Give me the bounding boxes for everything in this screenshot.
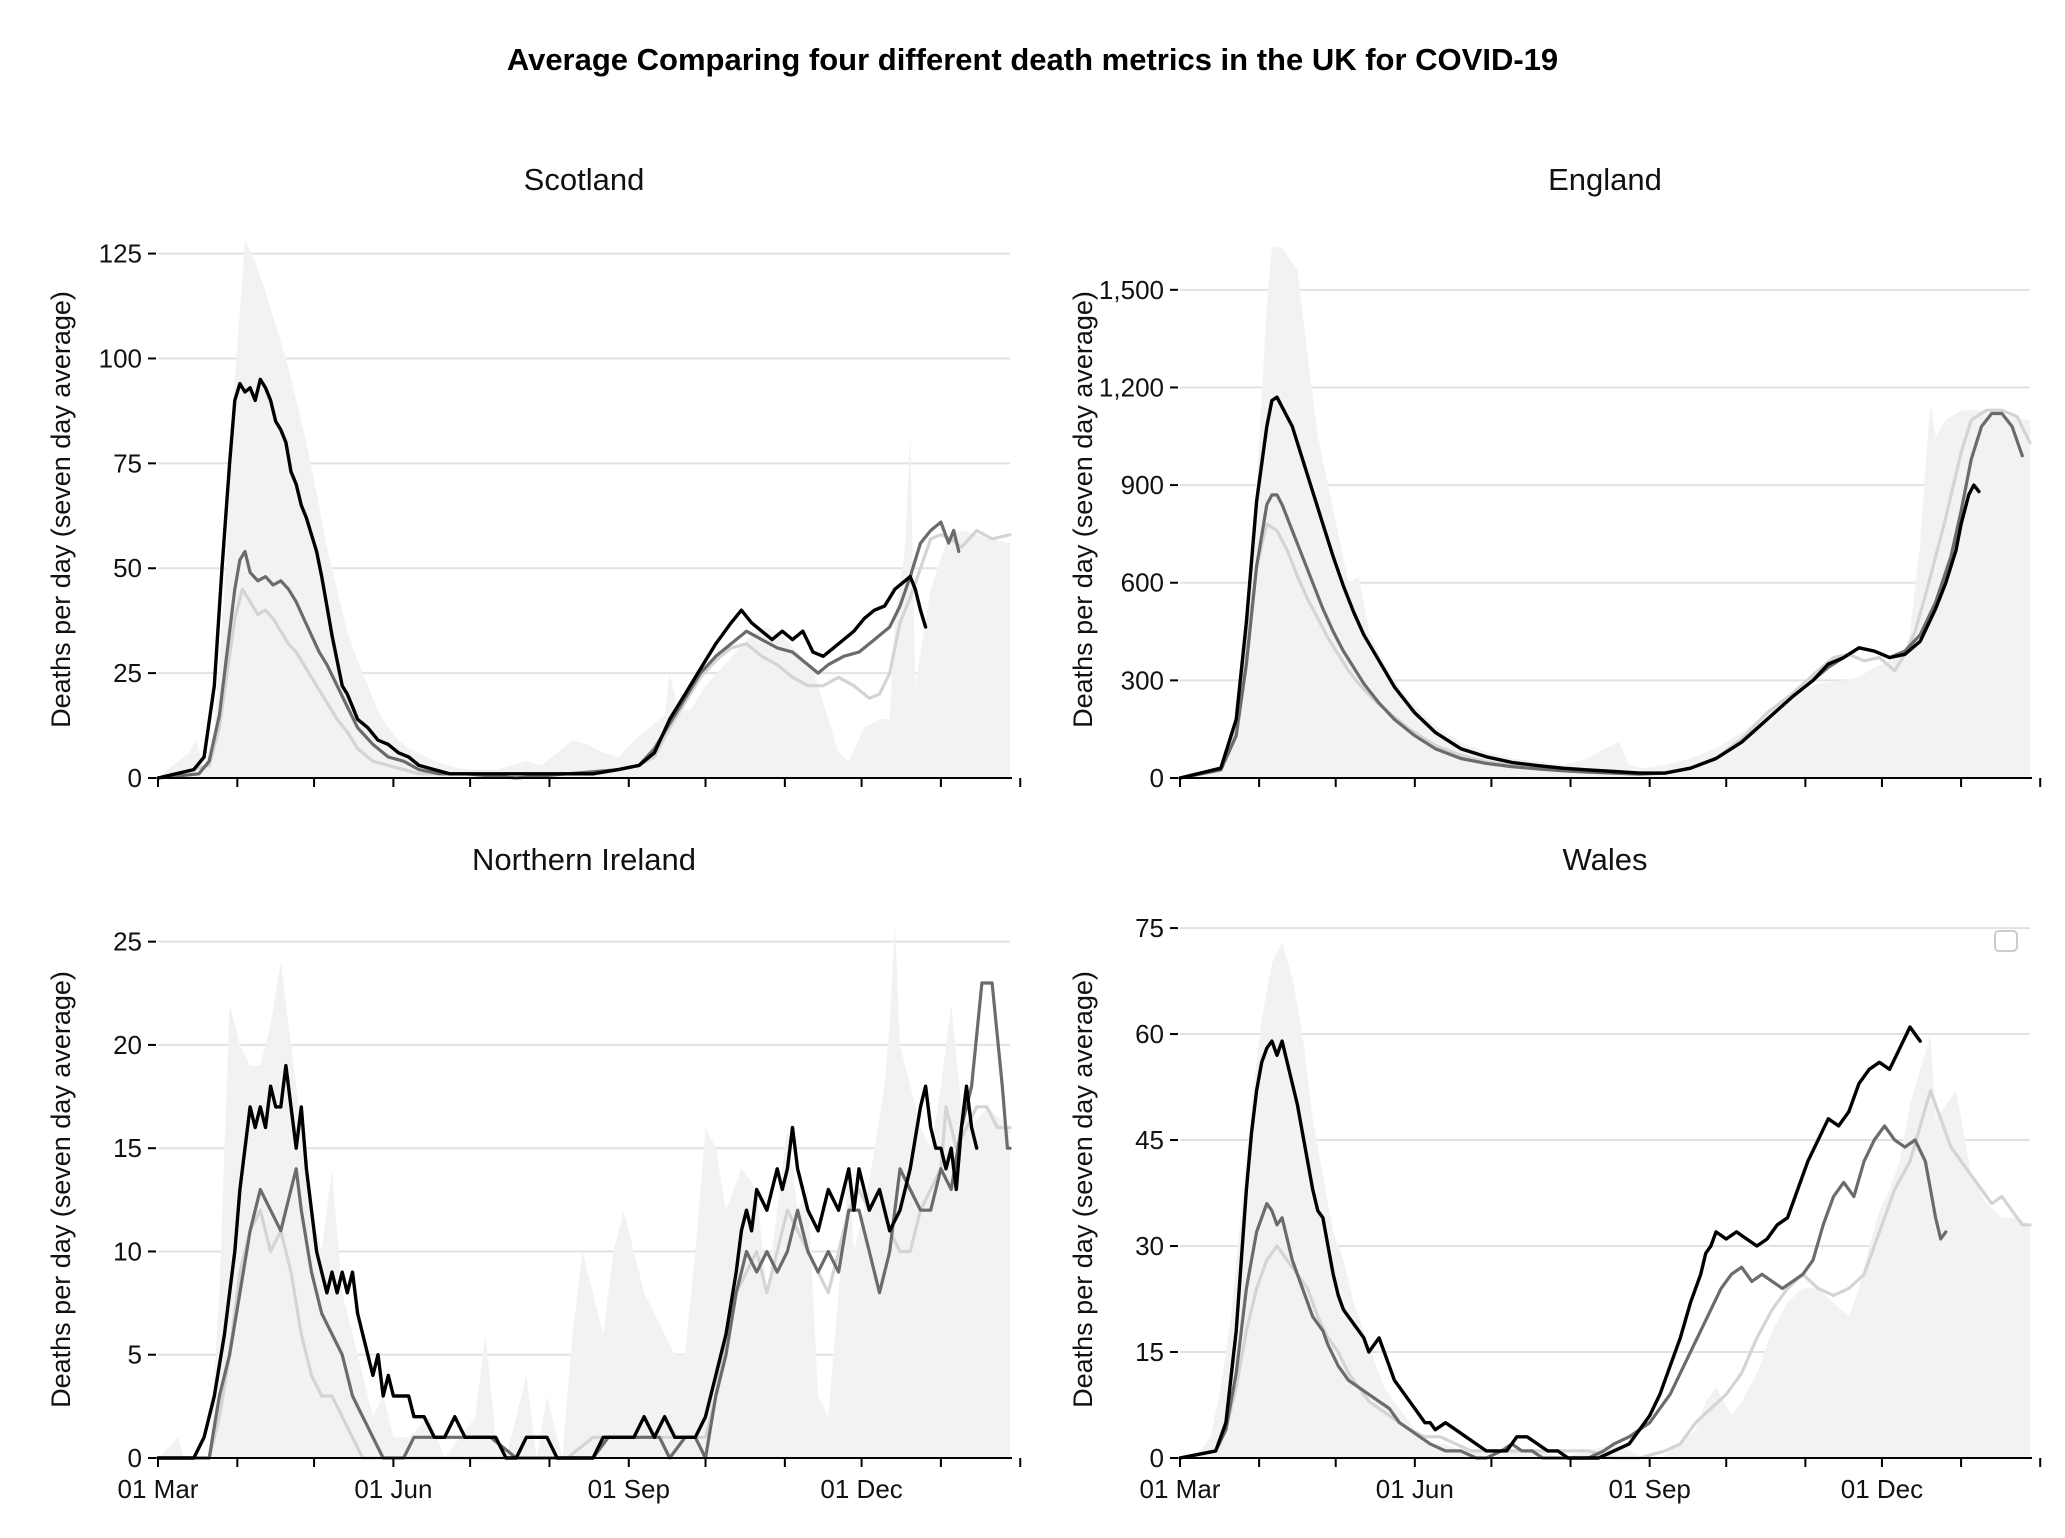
series-line-light	[156, 1105, 1012, 1460]
series-line-mid	[156, 981, 1012, 1460]
y-tick-label: 0	[128, 1443, 142, 1473]
y-tick-label: 5	[128, 1340, 142, 1370]
y-tick-label: 600	[1121, 568, 1164, 598]
y-tick-label: 15	[113, 1133, 142, 1163]
y-axis-label: Deaths per day (seven day average)	[46, 971, 76, 1408]
x-tick-label: 01 Dec	[820, 1474, 902, 1504]
area-series	[158, 921, 1010, 1458]
y-tick-label: 45	[1135, 1125, 1164, 1155]
x-tick-label: 01 Sep	[588, 1474, 670, 1504]
series-line-mid	[1178, 411, 2024, 780]
series-line-dark	[156, 1063, 979, 1460]
panel-title: Northern Ireland	[472, 842, 696, 877]
chart-panel-1: Scotland Deaths per day (seven day averag…	[46, 162, 1022, 793]
x-tick-label: 01 Jun	[354, 1474, 432, 1504]
y-tick-label: 100	[99, 343, 142, 373]
x-tick-label: 01 Dec	[1841, 1474, 1923, 1504]
y-tick-label: 1,200	[1099, 372, 1164, 402]
y-tick-label: 10	[113, 1236, 142, 1266]
y-axis-label: Deaths per day (seven day average)	[1068, 291, 1098, 728]
chart-panel-3: Northern Ireland Deaths per day (seven da…	[46, 842, 1022, 1504]
y-tick-label: 60	[1135, 1019, 1164, 1049]
series-line-dark	[156, 377, 928, 780]
y-tick-label: 300	[1121, 665, 1164, 695]
area-series	[1180, 942, 2030, 1458]
panel-title: Scotland	[524, 162, 645, 197]
chart-panel-4: Wales Deaths per day (seven day average) 0…	[1068, 842, 2042, 1504]
y-tick-label: 50	[113, 553, 142, 583]
y-tick-label: 25	[113, 658, 142, 688]
series-line-dark	[1178, 395, 1981, 780]
x-tick-label: 01 Jun	[1376, 1474, 1454, 1504]
y-tick-label: 0	[128, 763, 142, 793]
y-tick-label: 900	[1121, 470, 1164, 500]
figure-title: Average Comparing four different death m…	[506, 42, 1559, 77]
y-tick-label: 125	[99, 239, 142, 269]
y-tick-label: 0	[1150, 763, 1164, 793]
series-line-dark	[1178, 1025, 1922, 1460]
y-tick-label: 20	[113, 1030, 142, 1060]
y-tick-label: 1,500	[1099, 275, 1164, 305]
x-tick-label: 01 Mar	[1140, 1474, 1221, 1504]
panel-title: England	[1548, 162, 1662, 197]
chart-panel-2: England Deaths per day (seven day average…	[1068, 162, 2042, 793]
y-axis-label: Deaths per day (seven day average)	[46, 291, 76, 728]
x-tick-label: 01 Sep	[1608, 1474, 1690, 1504]
y-tick-label: 15	[1135, 1337, 1164, 1367]
panel-title: Wales	[1563, 842, 1648, 877]
y-tick-label: 75	[1135, 913, 1164, 943]
area-series	[1180, 247, 2030, 778]
y-axis-label: Deaths per day (seven day average)	[1068, 971, 1098, 1408]
x-tick-label: 01 Mar	[118, 1474, 199, 1504]
legend-box	[1994, 930, 2018, 952]
y-tick-label: 25	[113, 927, 142, 957]
y-tick-label: 75	[113, 448, 142, 478]
y-tick-label: 30	[1135, 1231, 1164, 1261]
area-series	[158, 241, 1010, 778]
y-tick-label: 0	[1150, 1443, 1164, 1473]
